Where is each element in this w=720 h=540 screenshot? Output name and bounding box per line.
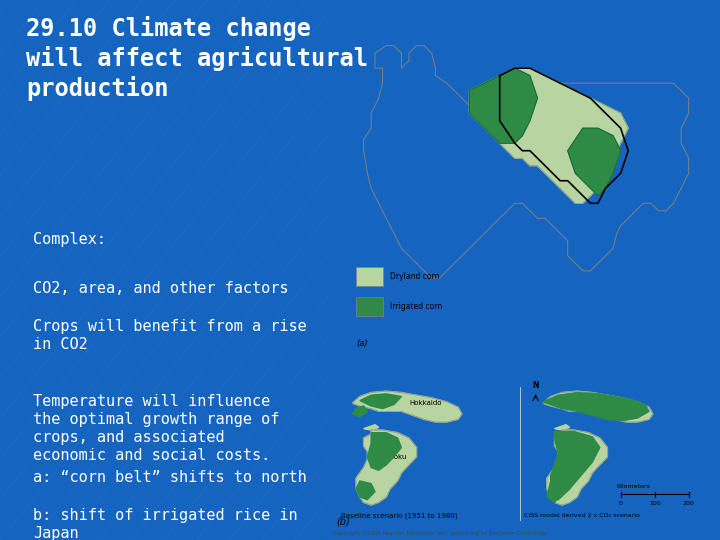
Polygon shape [356, 481, 375, 500]
Polygon shape [551, 431, 600, 500]
Bar [356, 267, 382, 286]
Polygon shape [364, 424, 379, 430]
Text: Irrigated corn: Irrigated corn [390, 302, 442, 311]
Text: (b): (b) [336, 517, 350, 527]
Text: (a): (a) [356, 339, 368, 348]
Text: Hokkaido: Hokkaido [409, 400, 441, 406]
Text: 200: 200 [683, 501, 695, 506]
Polygon shape [547, 481, 562, 502]
Polygon shape [360, 394, 402, 409]
Text: N: N [532, 381, 539, 390]
Text: Crops will benefit from a rise
in CO2: Crops will benefit from a rise in CO2 [33, 319, 307, 352]
Text: b: shift of irrigated rice in
Japan: b: shift of irrigated rice in Japan [33, 508, 297, 540]
Polygon shape [352, 391, 462, 422]
Polygon shape [469, 68, 628, 203]
Polygon shape [543, 391, 653, 422]
Text: 0: 0 [618, 501, 623, 506]
Polygon shape [543, 393, 649, 421]
Text: Complex:: Complex: [33, 232, 106, 247]
Text: CO2, area, and other factors: CO2, area, and other factors [33, 281, 288, 296]
Text: Temperature will influence
the optimal growth range of
crops, and associated
eco: Temperature will influence the optimal g… [33, 394, 279, 463]
Text: a: “corn belt” shifts to north: a: “corn belt” shifts to north [33, 470, 307, 485]
Bar [356, 297, 382, 316]
Polygon shape [356, 430, 416, 505]
Text: 29.10 Climate change
will affect agricultural
production: 29.10 Climate change will affect agricul… [26, 16, 368, 101]
Polygon shape [367, 433, 402, 470]
Text: Copyright ©2006 Pearson Education, Inc., publishing as Benjamin Cummings: Copyright ©2006 Pearson Education, Inc.,… [333, 530, 546, 536]
Polygon shape [554, 424, 570, 430]
Text: Tohoku: Tohoku [382, 455, 407, 461]
Polygon shape [568, 128, 621, 195]
Polygon shape [469, 68, 537, 143]
Text: 100: 100 [649, 501, 660, 506]
Polygon shape [547, 430, 608, 505]
Polygon shape [352, 406, 367, 417]
Text: Dryland corn: Dryland corn [390, 272, 439, 281]
Text: Baseline scenario (1951 to 1980): Baseline scenario (1951 to 1980) [341, 512, 457, 518]
Text: Kilometers: Kilometers [617, 484, 651, 489]
Text: CISS model derived 2 x CO₂ scenario: CISS model derived 2 x CO₂ scenario [524, 513, 640, 518]
